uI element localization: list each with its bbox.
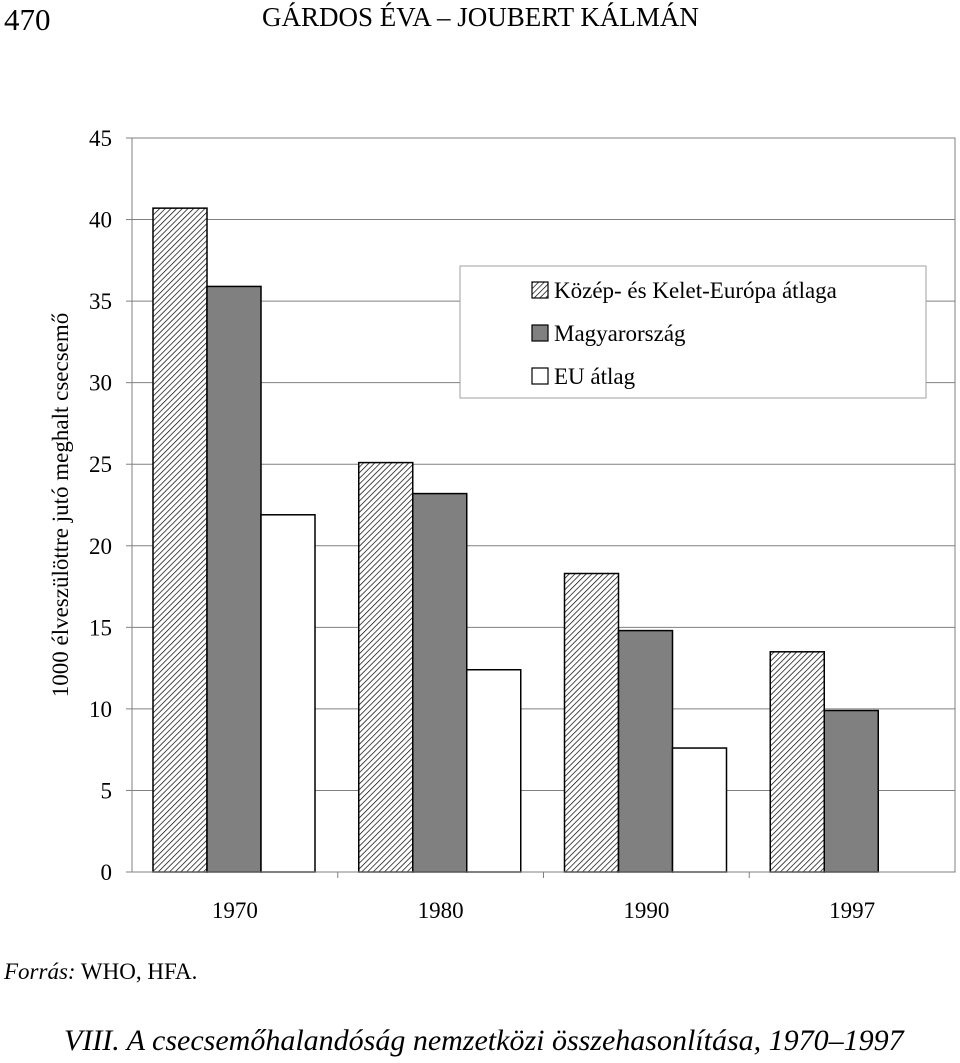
x-tick-label: 1970 (212, 898, 258, 923)
legend: Közép- és Kelet-Európa átlaga Magyarorszá… (459, 265, 927, 399)
y-tick-label: 45 (89, 126, 112, 151)
source-note: Forrás: WHO, HFA. (4, 959, 197, 985)
y-tick-label: 15 (89, 615, 112, 640)
x-tick-label: 1997 (829, 898, 875, 923)
bar-1970-s3 (260, 514, 316, 873)
bar-1990-s1 (563, 572, 620, 873)
source-text: WHO, HFA. (80, 959, 198, 984)
legend-label: Közép- és Kelet-Európa átlaga (554, 278, 837, 303)
bar-1990-s2 (617, 629, 674, 873)
legend-swatch (531, 324, 549, 342)
bar-1997-s2 (823, 709, 879, 873)
legend-label: EU átlag (554, 364, 636, 389)
running-title: GÁRDOS ÉVA – JOUBERT KÁLMÁN (262, 2, 699, 32)
y-tick-label: 25 (89, 452, 112, 477)
bar-1990-s3 (671, 747, 728, 873)
bar-chart: 0 5 10 15 20 25 30 35 40 45 1970 1980 1990 1997 1000 … (48, 126, 956, 923)
bar-1980-s2 (412, 492, 468, 873)
x-tick-label: 1990 (623, 898, 669, 923)
legend-swatch (531, 367, 549, 385)
page-number: 470 (4, 2, 51, 37)
legend-label: Magyarország (554, 321, 686, 346)
figure-caption: VIII. A csecsemőhalandóság nemzetközi ös… (64, 1024, 904, 1057)
bar-1980-s3 (466, 668, 522, 873)
y-tick-label: 20 (89, 534, 112, 559)
bar-1970-s2 (206, 285, 262, 873)
y-tick-label: 0 (101, 860, 113, 885)
bar-1997-s1 (769, 651, 825, 873)
y-tick-label: 5 (101, 778, 113, 803)
y-tick-label: 30 (89, 371, 112, 396)
y-axis-label: 1000 élveszülöttre jutó meghalt csecsemő (48, 313, 73, 698)
y-tick-label: 40 (89, 208, 112, 233)
bar-1970-s1 (152, 207, 208, 873)
legend-swatch (531, 281, 549, 299)
y-tick-label: 35 (89, 289, 112, 314)
bar-1980-s1 (358, 461, 414, 873)
source-label: Forrás: (4, 959, 76, 984)
x-tick-label: 1980 (418, 898, 464, 923)
y-tick-label: 10 (89, 697, 112, 722)
